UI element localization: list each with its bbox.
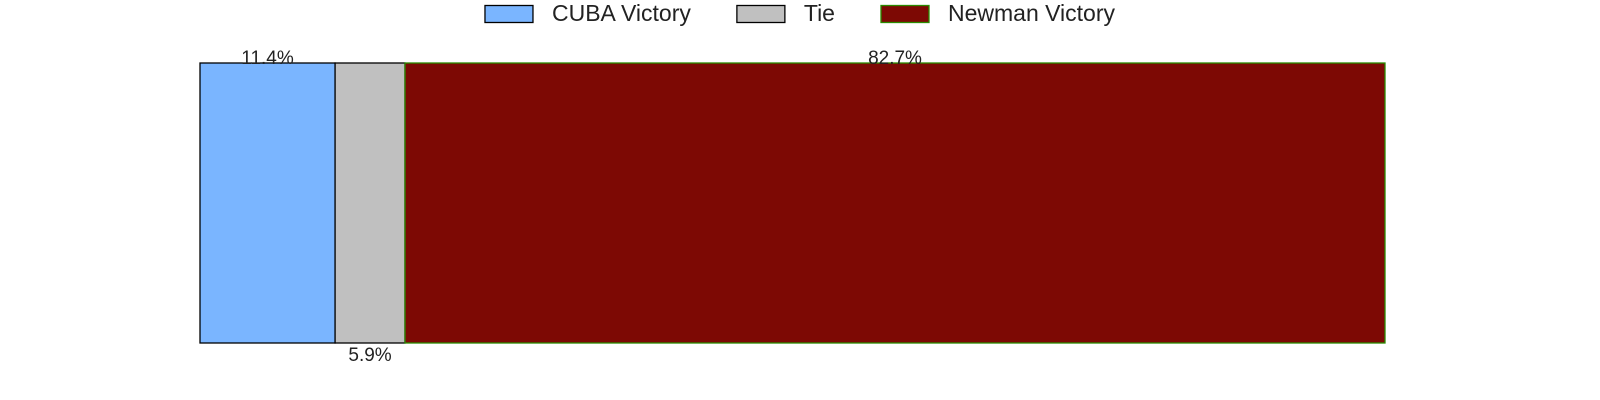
data-label-cuba-victory: 11.4% — [241, 48, 294, 69]
bar-segment-cuba-victory — [200, 63, 335, 343]
bar-segment-tie — [335, 63, 405, 343]
legend-label-newman-victory: Newman Victory — [948, 0, 1116, 26]
legend-swatch-cuba-victory — [485, 6, 533, 23]
legend-swatch-tie — [737, 6, 785, 23]
bars — [200, 63, 1385, 343]
legend-swatch-newman-victory — [881, 6, 929, 23]
bar-segment-newman-victory — [405, 63, 1385, 343]
legend-label-cuba-victory: CUBA Victory — [552, 0, 691, 26]
legend-label-tie: Tie — [804, 0, 835, 26]
data-label-tie: 5.9% — [348, 345, 391, 366]
legend: CUBA Victory Tie Newman Victory — [485, 0, 1116, 26]
data-label-newman-victory: 82.7% — [868, 48, 922, 69]
